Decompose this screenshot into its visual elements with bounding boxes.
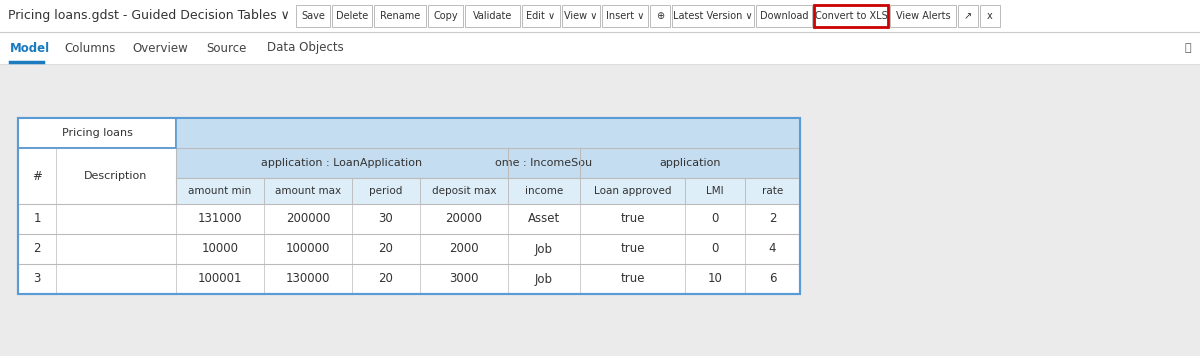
Text: amount min: amount min [188,186,252,196]
Text: Asset: Asset [528,213,560,225]
Bar [814,5,888,27]
Text: amount max: amount max [275,186,341,196]
Bar [296,5,330,27]
Text: 🔍: 🔍 [1184,43,1192,53]
Text: application: application [659,158,721,168]
Text: ⊕: ⊕ [656,11,664,21]
Text: 6: 6 [769,272,776,286]
Text: deposit max: deposit max [432,186,497,196]
Text: rate: rate [762,186,784,196]
Text: Columns: Columns [65,42,116,54]
Bar [0,64,1200,356]
Text: 100000: 100000 [286,242,330,256]
Bar [522,5,560,27]
Text: Insert ∨: Insert ∨ [606,11,644,21]
Text: 20: 20 [378,242,394,256]
Text: Download: Download [760,11,809,21]
Text: View Alerts: View Alerts [895,11,950,21]
Text: Rename: Rename [380,11,420,21]
Text: Job: Job [535,242,553,256]
Text: Source: Source [206,42,246,54]
Bar [374,5,426,27]
Text: 200000: 200000 [286,213,330,225]
Text: 4: 4 [769,242,776,256]
Text: 3: 3 [34,272,41,286]
Text: Validate: Validate [473,11,512,21]
Text: 3000: 3000 [449,272,479,286]
Text: 0: 0 [712,242,719,256]
Text: true: true [620,213,644,225]
Text: Latest Version ∨: Latest Version ∨ [673,11,752,21]
Text: ↗: ↗ [964,11,972,21]
Text: true: true [620,272,644,286]
Text: Loan approved: Loan approved [594,186,671,196]
Text: 10: 10 [708,272,722,286]
Text: Edit ∨: Edit ∨ [527,11,556,21]
Bar [176,178,800,204]
Bar [428,5,463,27]
Bar [466,5,520,27]
Text: 100001: 100001 [198,272,242,286]
Bar [18,118,176,148]
Bar [18,118,800,294]
Text: 20000: 20000 [445,213,482,225]
Text: 130000: 130000 [286,272,330,286]
Bar [332,5,372,27]
Bar [18,118,176,148]
Bar [602,5,648,27]
Text: period: period [370,186,403,196]
Text: 2: 2 [769,213,776,225]
Text: true: true [620,242,644,256]
Text: 1: 1 [34,213,41,225]
Text: Delete: Delete [336,11,368,21]
Text: x: x [988,11,992,21]
Text: Model: Model [10,42,50,54]
Bar [958,5,978,27]
Text: #: # [32,169,42,183]
Text: 10000: 10000 [202,242,239,256]
Text: Convert to XLS: Convert to XLS [815,11,887,21]
Text: Copy: Copy [433,11,458,21]
Text: 30: 30 [379,213,394,225]
Text: Overview: Overview [132,42,187,54]
Text: 20: 20 [378,272,394,286]
Bar [980,5,1000,27]
Text: application : LoanApplication: application : LoanApplication [262,158,422,168]
Bar [890,5,956,27]
Bar [756,5,812,27]
Text: 2000: 2000 [449,242,479,256]
Text: ome : IncomeSou: ome : IncomeSou [496,158,593,168]
Text: Description: Description [84,171,148,181]
Text: Pricing loans: Pricing loans [61,128,132,138]
Text: 131000: 131000 [198,213,242,225]
Text: LMI: LMI [706,186,724,196]
Text: 0: 0 [712,213,719,225]
Text: income: income [524,186,563,196]
Text: 2: 2 [34,242,41,256]
Text: Data Objects: Data Objects [266,42,343,54]
Bar [176,118,800,148]
Bar [562,5,600,27]
Bar [672,5,754,27]
Text: Job: Job [535,272,553,286]
Text: Pricing loans.gdst - Guided Decision Tables ∨: Pricing loans.gdst - Guided Decision Tab… [8,10,289,22]
Bar [18,118,800,294]
Bar [0,0,1200,32]
Bar [650,5,670,27]
Text: Save: Save [301,11,325,21]
Text: View ∨: View ∨ [564,11,598,21]
Bar [176,148,800,178]
Bar [0,32,1200,64]
Bar [18,148,176,204]
